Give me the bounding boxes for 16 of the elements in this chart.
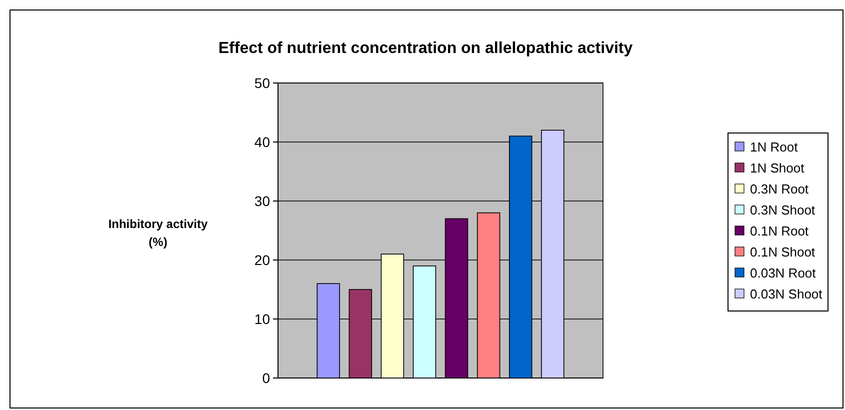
y-tick-label: 10 <box>254 310 270 327</box>
chart-title: Effect of nutrient concentration on allelopathic activity <box>218 40 633 57</box>
y-tick-label: 50 <box>254 74 270 91</box>
y-axis-title: Inhibitory activity (%) <box>108 217 208 249</box>
legend-label: 1N Root <box>750 140 798 155</box>
legend-label: 0.3N Shoot <box>750 202 816 218</box>
y-tick-label: 30 <box>254 192 270 209</box>
legend-label: 1N Shoot <box>750 160 805 176</box>
y-tick-label: 0 <box>262 370 270 386</box>
y-tick-label: 40 <box>254 134 270 150</box>
legend-label: 0.03N Root <box>750 266 816 281</box>
legend-label: 0.1N Root <box>750 224 809 239</box>
legend-label: 0.03N Shoot <box>750 286 823 302</box>
y-tick-label: 20 <box>254 252 270 268</box>
legend-label: 0.1N Shoot <box>750 244 816 260</box>
legend-label: 0.3N Root <box>750 182 809 197</box>
